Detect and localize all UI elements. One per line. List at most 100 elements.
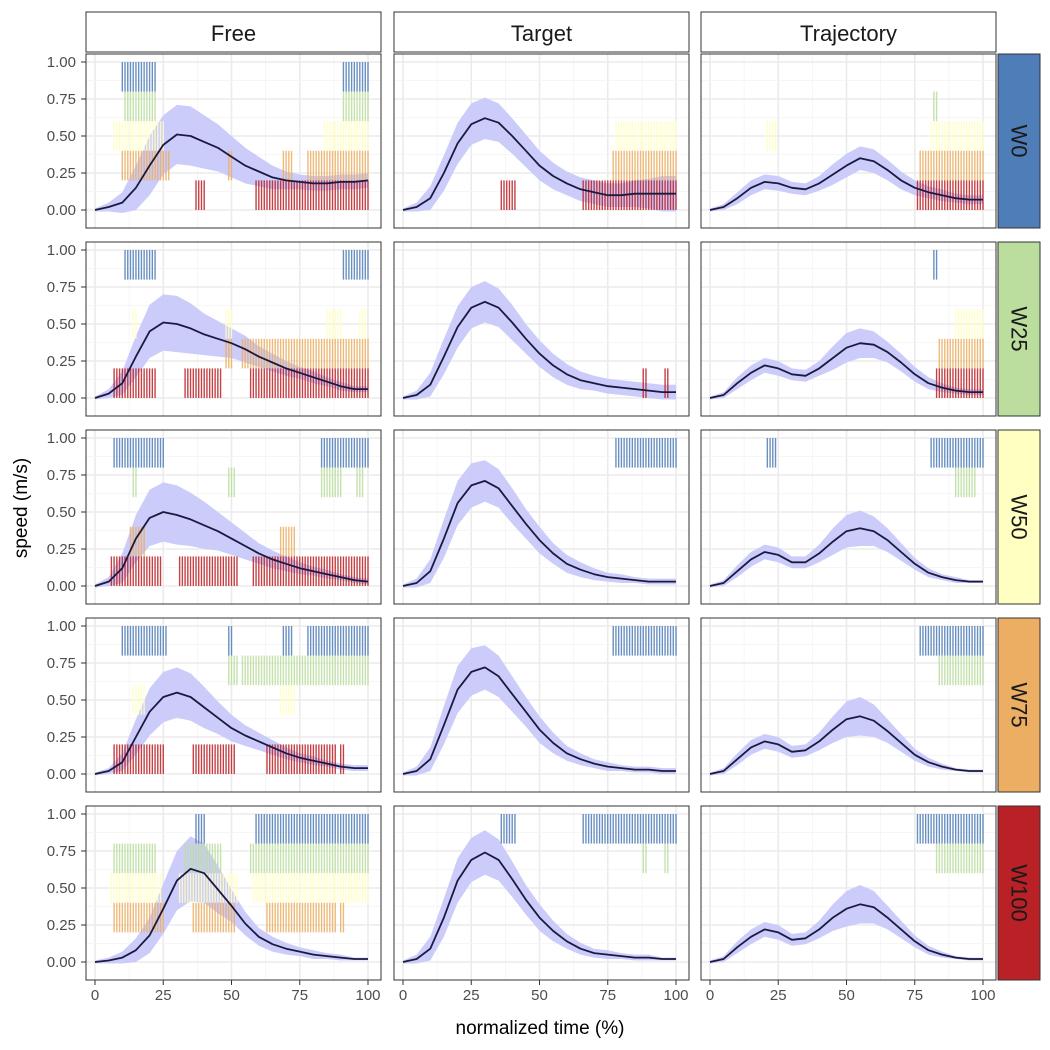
confidence-band [710, 885, 983, 964]
mean-speed-line [94, 133, 369, 211]
x-tick-label: 100 [970, 987, 995, 1004]
panel-w75-free [85, 617, 382, 793]
panel-content [701, 242, 996, 416]
panel-w75-trajectory [700, 617, 997, 793]
panel-w50-trajectory [700, 429, 997, 605]
mean-speed-line [402, 666, 676, 775]
segment-w100 [935, 368, 984, 398]
row-strip-label: W0 [1007, 125, 1032, 158]
segment-w100 [500, 180, 516, 210]
segment-w100 [340, 744, 345, 774]
row-strip-box [997, 429, 1041, 605]
segment-w0 [195, 814, 205, 844]
panel-border [700, 617, 997, 793]
x-tick-label: 50 [531, 987, 548, 1004]
panel-w50-target [393, 429, 690, 605]
panel-border [85, 241, 382, 417]
segment-w100 [184, 368, 222, 398]
panels-layer: Free Target Trajectory W0 W25 W50 W75 W100 0.00 0… [47, 11, 1041, 1004]
panel-border [393, 241, 690, 417]
y-tick-label: 0.75 [47, 843, 76, 860]
x-tick-label: 100 [663, 987, 688, 1004]
segment-w100 [642, 368, 647, 398]
segment-w100 [110, 556, 162, 586]
segment-w0 [612, 626, 677, 656]
segment-w25 [955, 467, 976, 498]
segment-w25 [356, 467, 364, 498]
segment-w50 [326, 309, 342, 339]
confidence-band [403, 460, 676, 588]
mean-speed-line [709, 157, 983, 211]
confidence-band [403, 830, 676, 964]
row-strip-label: W25 [1007, 306, 1032, 351]
segment-w75 [241, 338, 369, 369]
mean-speed-line [402, 117, 676, 211]
panel-content [394, 242, 689, 416]
column-strip-box [700, 11, 997, 53]
row-strip-label: W50 [1007, 494, 1032, 539]
x-tick-label: 0 [91, 987, 99, 1004]
panel-content [86, 430, 381, 604]
segment-w0 [320, 438, 369, 468]
segment-w100 [192, 744, 235, 774]
panel-w25-free [85, 241, 382, 417]
x-tick-label: 75 [291, 987, 308, 1004]
row-strip-w0: W0 [997, 53, 1041, 229]
y-tick-label: 0.75 [47, 655, 76, 672]
x-tick-label: 75 [599, 987, 616, 1004]
segment-w25 [935, 843, 984, 874]
panel-border [85, 805, 382, 981]
segment-w75 [282, 150, 293, 181]
y-tick-label: 1.00 [47, 54, 76, 71]
segment-w50 [113, 121, 164, 151]
row-strip-box [997, 53, 1041, 229]
segment-w50 [252, 873, 369, 903]
confidence-band [710, 697, 983, 776]
segment-w0 [500, 814, 516, 844]
panel-content [86, 54, 381, 228]
panel-w25-target [393, 241, 690, 417]
row-strip-box [997, 617, 1041, 793]
column-strip-target: Target [393, 11, 690, 53]
mean-speed-line [709, 715, 983, 775]
segment-w25 [642, 843, 647, 874]
x-tick-label: 25 [155, 987, 172, 1004]
y-tick-label: 0.50 [47, 504, 76, 521]
x-tick-label: 0 [706, 987, 714, 1004]
y-tick-label: 0.50 [47, 880, 76, 897]
segment-w100 [178, 556, 238, 586]
segment-w0 [933, 250, 938, 280]
segment-w0 [930, 438, 984, 468]
y-tick-label: 0.25 [47, 729, 76, 746]
row-strip-w100: W100 [997, 805, 1041, 981]
segment-w100 [113, 744, 164, 774]
column-strip-box [85, 11, 382, 53]
y-axis-title: speed (m/s) [11, 458, 32, 558]
panel-content [701, 54, 996, 228]
y-tick-label: 0.75 [47, 91, 76, 108]
x-tick-label: 75 [906, 987, 923, 1004]
segment-w25 [320, 467, 342, 498]
y-tick-label: 0.00 [47, 954, 76, 971]
segment-w75 [919, 150, 984, 181]
segment-w25 [342, 91, 369, 122]
panel-border [393, 53, 690, 229]
y-tick-label: 0.00 [47, 766, 76, 783]
panel-content [701, 806, 996, 980]
column-strip-label: Trajectory [800, 21, 897, 46]
panel-border [85, 617, 382, 793]
confidence-band [403, 281, 676, 400]
segment-w75 [266, 902, 336, 933]
panel-border [700, 53, 997, 229]
segment-w0 [766, 438, 777, 468]
y-tick-label: 0.25 [47, 165, 76, 182]
mean-speed-line [709, 903, 983, 963]
mean-speed-line [94, 691, 368, 775]
mean-speed-line [94, 321, 368, 399]
mean-speed-line [709, 527, 983, 587]
x-axis-title: normalized time (%) [456, 1018, 625, 1039]
mean-speed-line [94, 511, 369, 587]
panel-w0-free [85, 53, 382, 229]
segment-w50 [766, 121, 777, 151]
